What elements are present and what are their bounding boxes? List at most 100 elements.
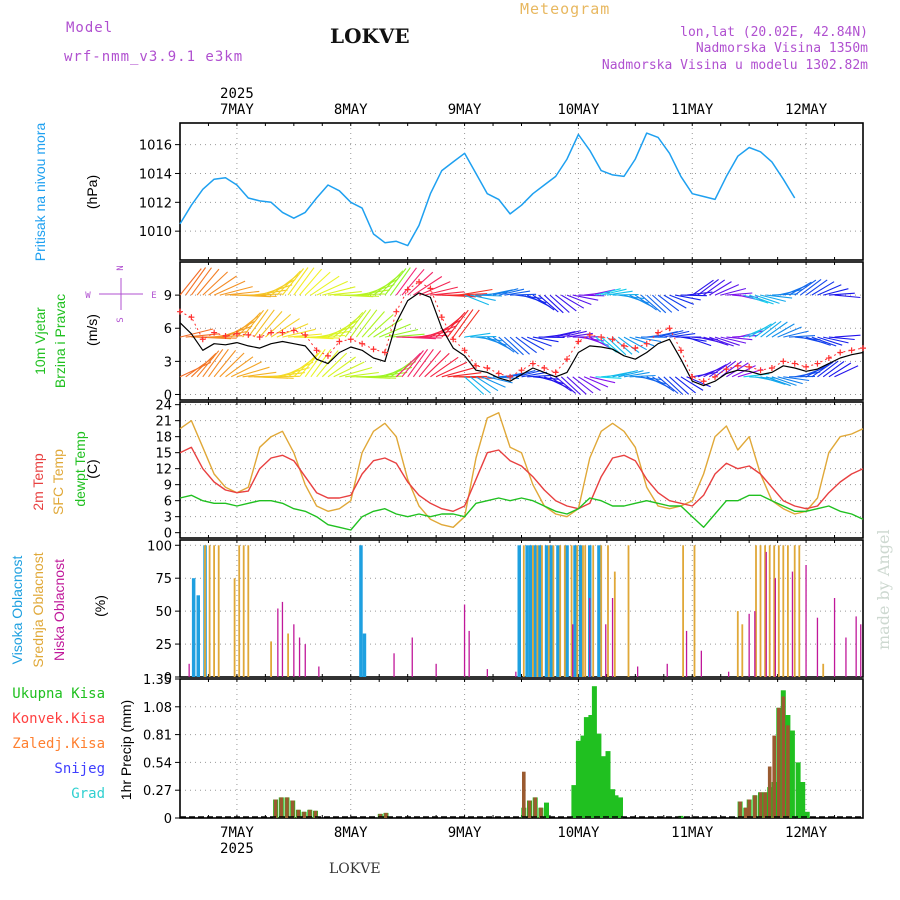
wind-arrow bbox=[766, 376, 791, 387]
total-precip-bar bbox=[583, 717, 589, 818]
wind-arrow bbox=[657, 330, 684, 338]
mid-cloud-bar bbox=[682, 545, 684, 677]
mid-cloud-bar bbox=[822, 663, 825, 677]
mid-cloud-bar bbox=[559, 545, 562, 677]
wind-arrow bbox=[788, 281, 812, 296]
bottom-day-label: 11MAY bbox=[671, 825, 714, 841]
ytick-label: 1010 bbox=[139, 225, 172, 240]
convective-precip-bar bbox=[378, 813, 383, 818]
wind-arrow bbox=[543, 294, 564, 314]
mid-cloud-bar bbox=[541, 545, 543, 677]
gust-marker bbox=[347, 336, 354, 343]
wind-arrow bbox=[669, 333, 696, 338]
wind-arrow bbox=[686, 336, 712, 347]
wind-arrow bbox=[510, 293, 537, 296]
wind-arrow bbox=[418, 350, 442, 378]
wind-arrow bbox=[788, 335, 816, 338]
wind-arrow bbox=[236, 312, 261, 338]
wind-arrow bbox=[378, 323, 411, 338]
wind-arrow bbox=[561, 330, 587, 338]
wind-arrow bbox=[834, 334, 861, 338]
high-cloud-bar bbox=[517, 545, 521, 677]
low-cloud-bar bbox=[700, 650, 702, 677]
low-cloud-bar bbox=[486, 669, 488, 677]
wind-arrow bbox=[367, 314, 394, 338]
ytick-label: 50 bbox=[155, 605, 172, 620]
gust-marker bbox=[222, 332, 229, 339]
wind-arrow bbox=[726, 292, 753, 296]
mid-cloud-bar bbox=[613, 571, 616, 677]
wind-arrow bbox=[566, 332, 593, 338]
convective-precip-bar bbox=[313, 810, 318, 818]
wind-arrow bbox=[441, 311, 466, 338]
legend-freezing-rain: Zaledj.Kisa bbox=[12, 736, 105, 752]
sfc-temp-line bbox=[179, 412, 864, 528]
wind-arrow bbox=[669, 376, 690, 395]
mid-cloud-bar bbox=[270, 641, 272, 677]
gust-marker bbox=[268, 329, 275, 336]
wind-arrow bbox=[492, 288, 519, 296]
wind-arrow bbox=[236, 366, 270, 378]
convective-precip-bar bbox=[539, 807, 543, 818]
wind-arrow bbox=[652, 376, 675, 392]
wind-arrow bbox=[578, 376, 601, 391]
precip-axis-label: 1hr Precip (mm) bbox=[118, 699, 134, 801]
wind-arrow bbox=[521, 336, 545, 351]
temp-sfc-label: SFC Temp bbox=[50, 449, 66, 515]
wind-arrow bbox=[680, 376, 704, 391]
ytick-label: 18 bbox=[155, 431, 172, 446]
wind-arrow bbox=[595, 376, 622, 379]
gust-marker bbox=[666, 325, 673, 332]
wind-arrow bbox=[179, 268, 202, 296]
wind-arrow bbox=[657, 376, 679, 394]
wind-arrow bbox=[572, 376, 594, 394]
wind-arrow bbox=[828, 362, 852, 378]
high-cloud-bar bbox=[578, 545, 583, 677]
wind-arrow bbox=[413, 276, 443, 296]
gust-marker bbox=[359, 340, 366, 347]
mid-cloud-bar bbox=[213, 545, 215, 677]
total-precip-bar bbox=[544, 802, 549, 818]
mid-cloud-bar bbox=[782, 545, 785, 677]
wind-arrow bbox=[703, 279, 726, 296]
wind-arrow bbox=[344, 309, 367, 338]
low-cloud-bar bbox=[188, 663, 190, 677]
wind-arrow bbox=[811, 361, 834, 378]
legend-hail: Grad bbox=[71, 786, 105, 802]
gust-marker bbox=[336, 338, 343, 345]
wind-arrow bbox=[549, 294, 570, 313]
gust-marker bbox=[233, 330, 240, 337]
convective-precip-bar bbox=[744, 807, 748, 818]
total-precip-bar bbox=[804, 811, 810, 818]
ytick-label: 75 bbox=[155, 572, 172, 587]
mid-cloud-bar bbox=[759, 545, 762, 677]
gust-marker bbox=[256, 334, 263, 341]
wind-sub-label: Brzina i Pravac bbox=[52, 293, 68, 389]
wind-arrow bbox=[663, 376, 684, 395]
wind-arrow bbox=[407, 271, 434, 296]
high-cloud-bar bbox=[538, 545, 542, 677]
legend-total-rain: Ukupna Kisa bbox=[12, 686, 105, 702]
wind-arrow bbox=[669, 294, 694, 305]
top-day-label: 11MAY bbox=[671, 102, 714, 118]
mid-cloud-bar bbox=[547, 545, 550, 677]
gust-marker bbox=[302, 331, 309, 338]
gust-marker bbox=[837, 349, 844, 356]
wind-arrow bbox=[640, 294, 662, 313]
wind-arrow bbox=[355, 309, 378, 338]
total-precip-bar bbox=[618, 797, 623, 818]
wind-arrow bbox=[566, 376, 587, 395]
wind-arrow bbox=[754, 321, 777, 338]
wind-arrow bbox=[527, 374, 554, 378]
wind-arrow bbox=[748, 323, 772, 338]
low-cloud-bar bbox=[765, 551, 767, 677]
gust-marker bbox=[780, 358, 787, 365]
gust-marker bbox=[518, 367, 525, 374]
credit-text: made by Angel bbox=[874, 529, 893, 650]
convective-precip-bar bbox=[522, 771, 526, 818]
convective-precip-bar bbox=[777, 707, 781, 818]
wind-arrow bbox=[270, 318, 300, 338]
gust-marker bbox=[495, 370, 502, 377]
convective-precip-bar bbox=[527, 800, 532, 818]
wind-arrow bbox=[464, 294, 490, 306]
